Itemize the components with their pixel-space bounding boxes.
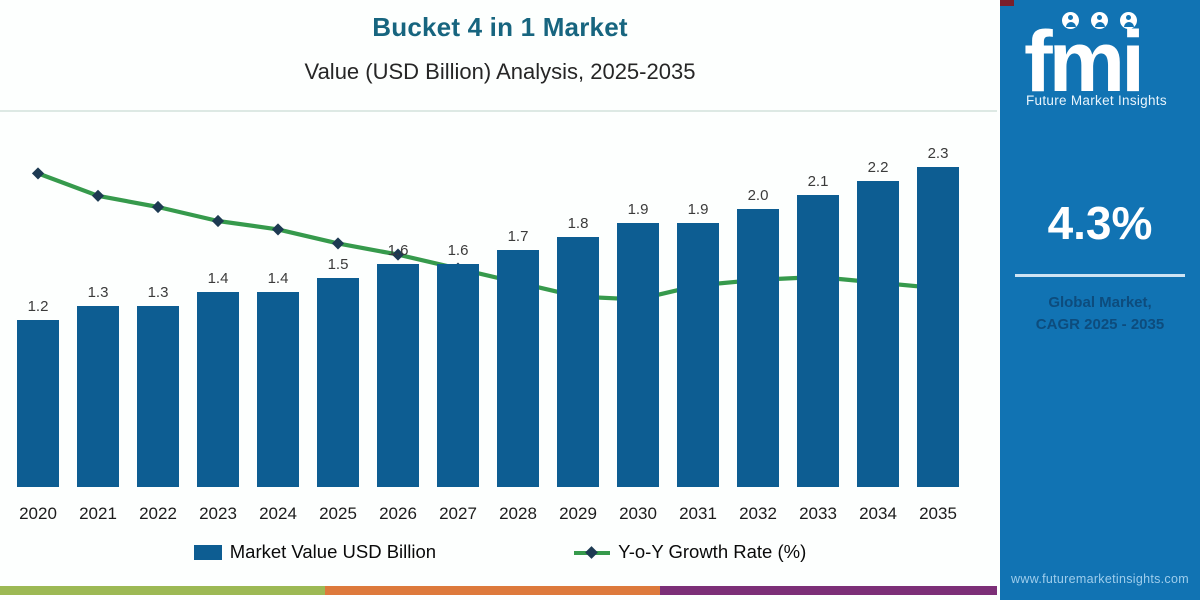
- bar-group-2021: 1.3 2021: [68, 115, 128, 530]
- bar: [77, 306, 119, 487]
- fmi-logo-text: fmi: [1024, 14, 1145, 110]
- x-axis-label: 2028: [499, 504, 537, 523]
- bar-group-2034: 2.2 2034: [848, 115, 908, 530]
- x-axis-label: 2030: [619, 504, 657, 523]
- bar: [677, 223, 719, 487]
- bar-group-2025: 1.5 2025: [308, 115, 368, 530]
- corner-mark: [1000, 0, 1014, 6]
- legend-bar-label: Market Value USD Billion: [229, 541, 437, 562]
- bar: [857, 181, 899, 487]
- bar: [17, 320, 59, 487]
- header-divider: [0, 110, 997, 112]
- x-axis-label: 2020: [19, 504, 57, 523]
- bar: [317, 278, 359, 487]
- chart-title: Bucket 4 in 1 Market: [372, 12, 628, 42]
- bar-value-label: 1.9: [687, 201, 709, 218]
- bar: [917, 167, 959, 487]
- bar: [557, 237, 599, 487]
- bar-value-label: 1.4: [207, 270, 229, 287]
- x-axis-label: 2031: [679, 504, 717, 523]
- bar: [497, 250, 539, 487]
- bar: [437, 264, 479, 487]
- bar-group-2026: 1.6 2026: [368, 115, 428, 530]
- bar-value-label: 1.4: [267, 270, 289, 287]
- person-icon: [1062, 12, 1079, 29]
- bar-group-2031: 1.9 2031: [668, 115, 728, 530]
- bar-value-label: 1.6: [447, 242, 469, 259]
- bar-group-2022: 1.3 2022: [128, 115, 188, 530]
- bar-value-label: 1.7: [507, 228, 529, 245]
- legend-item-growth-rate: Y-o-Y Growth Rate (%): [574, 541, 806, 563]
- x-axis-label: 2034: [859, 504, 897, 523]
- logo-people-icons: [1062, 12, 1200, 29]
- chart-plot: 1.2 2020 1.3 2021 1.3 2022 1.4 2023 1.4 2024 1.5 20…: [8, 115, 968, 530]
- strip-segment-3: [660, 586, 997, 595]
- chart-header: Bucket 4 in 1 Market Value (USD Billion)…: [0, 0, 1000, 85]
- bar-group-2024: 1.4 2024: [248, 115, 308, 530]
- bar-group-2029: 1.8 2029: [548, 115, 608, 530]
- x-axis-label: 2025: [319, 504, 357, 523]
- bar-group-2035: 2.3 2035: [908, 115, 968, 530]
- bar-group-2028: 1.7 2028: [488, 115, 548, 530]
- legend-line-label: Y-o-Y Growth Rate (%): [618, 541, 807, 562]
- cagr-value: 4.3%: [1047, 197, 1153, 249]
- stat-divider: [1015, 274, 1185, 277]
- bar-value-label: 2.3: [927, 145, 949, 162]
- x-axis-label: 2027: [439, 504, 477, 523]
- chart-legend: Market Value USD Billion Y-o-Y Growth Ra…: [0, 541, 1000, 563]
- bar-group-2032: 2.0 2032: [728, 115, 788, 530]
- x-axis-label: 2032: [739, 504, 777, 523]
- cagr-caption-line2: CAGR 2025 - 2035: [1035, 315, 1165, 333]
- bar-value-label: 1.2: [27, 298, 49, 315]
- bar-value-label: 2.2: [867, 159, 889, 176]
- fmi-sidebar: fmi Future Market Insights 4.3% Global M…: [1000, 0, 1200, 600]
- x-axis-label: 2029: [559, 504, 597, 523]
- x-axis-label: 2022: [139, 504, 177, 523]
- bar: [797, 195, 839, 487]
- cagr-caption: Global Market, CAGR 2025 - 2035: [1000, 292, 1200, 336]
- bar-value-label: 1.5: [327, 256, 349, 273]
- bar-group-2033: 2.1 2033: [788, 115, 848, 530]
- bar-value-label: 1.6: [387, 242, 409, 259]
- x-axis-label: 2021: [79, 504, 117, 523]
- bar-group-2023: 1.4 2023: [188, 115, 248, 530]
- legend-line-marker: [574, 545, 611, 560]
- person-icon: [1091, 12, 1108, 29]
- bar-group-2030: 1.9 2030: [608, 115, 668, 530]
- strip-segment-2: [325, 586, 660, 595]
- bar-value-label: 2.0: [747, 187, 769, 204]
- bar: [257, 292, 299, 487]
- x-axis-label: 2033: [799, 504, 837, 523]
- bar: [617, 223, 659, 487]
- chart-subtitle: Value (USD Billion) Analysis, 2025-2035: [304, 59, 696, 84]
- legend-item-market-value: Market Value USD Billion: [193, 541, 437, 563]
- legend-diamond-icon: [585, 545, 598, 559]
- bar: [377, 264, 419, 487]
- bar-value-label: 1.3: [87, 284, 109, 301]
- bar: [737, 209, 779, 487]
- footer-strip: [0, 586, 997, 595]
- x-axis-label: 2026: [379, 504, 417, 523]
- x-axis-label: 2023: [199, 504, 237, 523]
- strip-segment-1: [0, 586, 325, 595]
- bar-group-2020: 1.2 2020: [8, 115, 68, 530]
- legend-bar-swatch: [193, 544, 222, 560]
- bar-value-label: 2.1: [807, 173, 829, 190]
- x-axis-label: 2024: [259, 504, 297, 523]
- bar: [197, 292, 239, 487]
- bar-group-2027: 1.6 2027: [428, 115, 488, 530]
- bar: [137, 306, 179, 487]
- website-url: www.futuremarketinsights.com: [1011, 572, 1189, 586]
- bar-value-label: 1.9: [627, 201, 649, 218]
- fmi-logo-tagline: Future Market Insights: [1026, 93, 1167, 108]
- cagr-caption-line1: Global Market,: [1048, 294, 1152, 311]
- bar-value-label: 1.3: [147, 284, 169, 301]
- person-icon: [1120, 12, 1137, 29]
- fmi-logo: fmi Future Market Insights: [1000, 12, 1200, 108]
- bar-value-label: 1.8: [567, 215, 589, 232]
- x-axis-label: 2035: [919, 504, 957, 523]
